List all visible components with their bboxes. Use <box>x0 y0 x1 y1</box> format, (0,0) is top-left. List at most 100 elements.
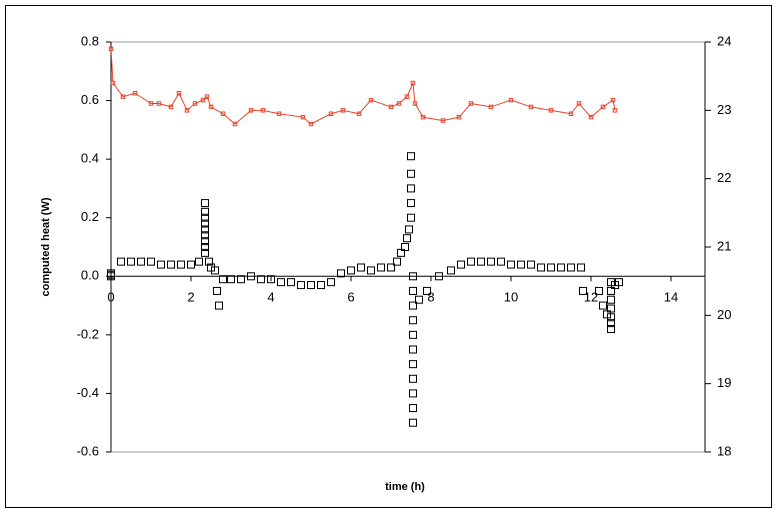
point <box>201 207 209 216</box>
x-tick-label: 14 <box>664 290 678 305</box>
point <box>357 263 365 272</box>
point <box>420 114 426 120</box>
point <box>487 257 495 266</box>
point <box>200 97 206 103</box>
point <box>407 213 415 222</box>
point <box>137 257 145 266</box>
point <box>548 108 554 113</box>
point <box>340 108 346 113</box>
point <box>297 281 305 290</box>
point <box>607 313 615 322</box>
point <box>356 111 362 116</box>
x-tick-label: 10 <box>504 290 518 305</box>
point <box>201 219 209 228</box>
point <box>607 319 615 328</box>
point <box>127 257 135 266</box>
point <box>409 330 417 339</box>
point <box>201 213 209 222</box>
y-tick-label: 0.4 <box>81 151 99 166</box>
point <box>409 316 417 325</box>
point <box>507 260 515 269</box>
point <box>410 80 416 86</box>
point <box>192 101 198 106</box>
point <box>317 281 325 290</box>
point <box>607 295 615 304</box>
point <box>423 286 431 295</box>
point <box>567 263 575 272</box>
chart-border <box>5 5 772 508</box>
point <box>108 46 114 52</box>
point <box>184 108 190 113</box>
y2-tick-label: 22 <box>717 170 731 185</box>
point <box>527 260 535 269</box>
point <box>477 257 485 266</box>
point <box>367 266 375 275</box>
point <box>211 266 219 275</box>
x-tick-label: 4 <box>267 290 274 305</box>
point <box>576 101 582 106</box>
point <box>201 225 209 234</box>
point <box>607 325 615 333</box>
point <box>415 295 423 304</box>
point <box>537 263 545 272</box>
point <box>468 101 474 106</box>
point <box>157 260 165 269</box>
point <box>409 418 417 427</box>
point <box>568 111 574 116</box>
point <box>557 263 565 272</box>
y2-tick-label: 21 <box>717 238 731 253</box>
point <box>393 257 401 266</box>
point <box>156 101 162 106</box>
x-tick-label: 12 <box>584 290 598 305</box>
point <box>404 94 410 99</box>
point <box>176 91 182 96</box>
point <box>407 199 415 208</box>
point <box>276 111 282 116</box>
point <box>488 104 494 110</box>
point <box>204 94 210 99</box>
point <box>403 234 411 243</box>
point <box>147 257 155 266</box>
point <box>377 263 385 272</box>
point <box>547 263 555 272</box>
y-tick-label: -0.2 <box>77 326 99 341</box>
point <box>148 101 154 106</box>
point <box>201 231 209 240</box>
x-tick-label: 8 <box>427 290 434 305</box>
point <box>219 275 227 284</box>
point <box>260 108 266 113</box>
y2-tick-label: 20 <box>717 307 731 322</box>
point <box>227 275 235 284</box>
point <box>447 266 455 275</box>
point <box>610 97 616 103</box>
point <box>347 266 355 275</box>
point <box>132 91 138 96</box>
point <box>409 301 417 310</box>
y-tick-label: -0.4 <box>77 385 99 400</box>
x-tick-label: 6 <box>347 290 354 305</box>
point <box>409 374 417 383</box>
point <box>220 111 226 116</box>
point <box>396 101 402 106</box>
y2-tick-label: 24 <box>717 33 731 48</box>
point <box>247 272 255 281</box>
point <box>528 104 534 110</box>
point <box>435 272 443 281</box>
point <box>177 260 185 269</box>
point <box>599 301 607 310</box>
point <box>409 404 417 413</box>
point <box>205 257 213 266</box>
point <box>607 304 615 313</box>
point <box>327 278 335 287</box>
y2-tick-label: 23 <box>717 102 731 117</box>
point <box>467 257 475 266</box>
series-line <box>110 48 616 125</box>
x-tick-label: 2 <box>187 290 194 305</box>
point <box>368 97 374 103</box>
point <box>168 104 174 110</box>
point <box>337 269 345 278</box>
point <box>328 111 334 116</box>
point <box>409 286 417 295</box>
point <box>405 225 413 234</box>
